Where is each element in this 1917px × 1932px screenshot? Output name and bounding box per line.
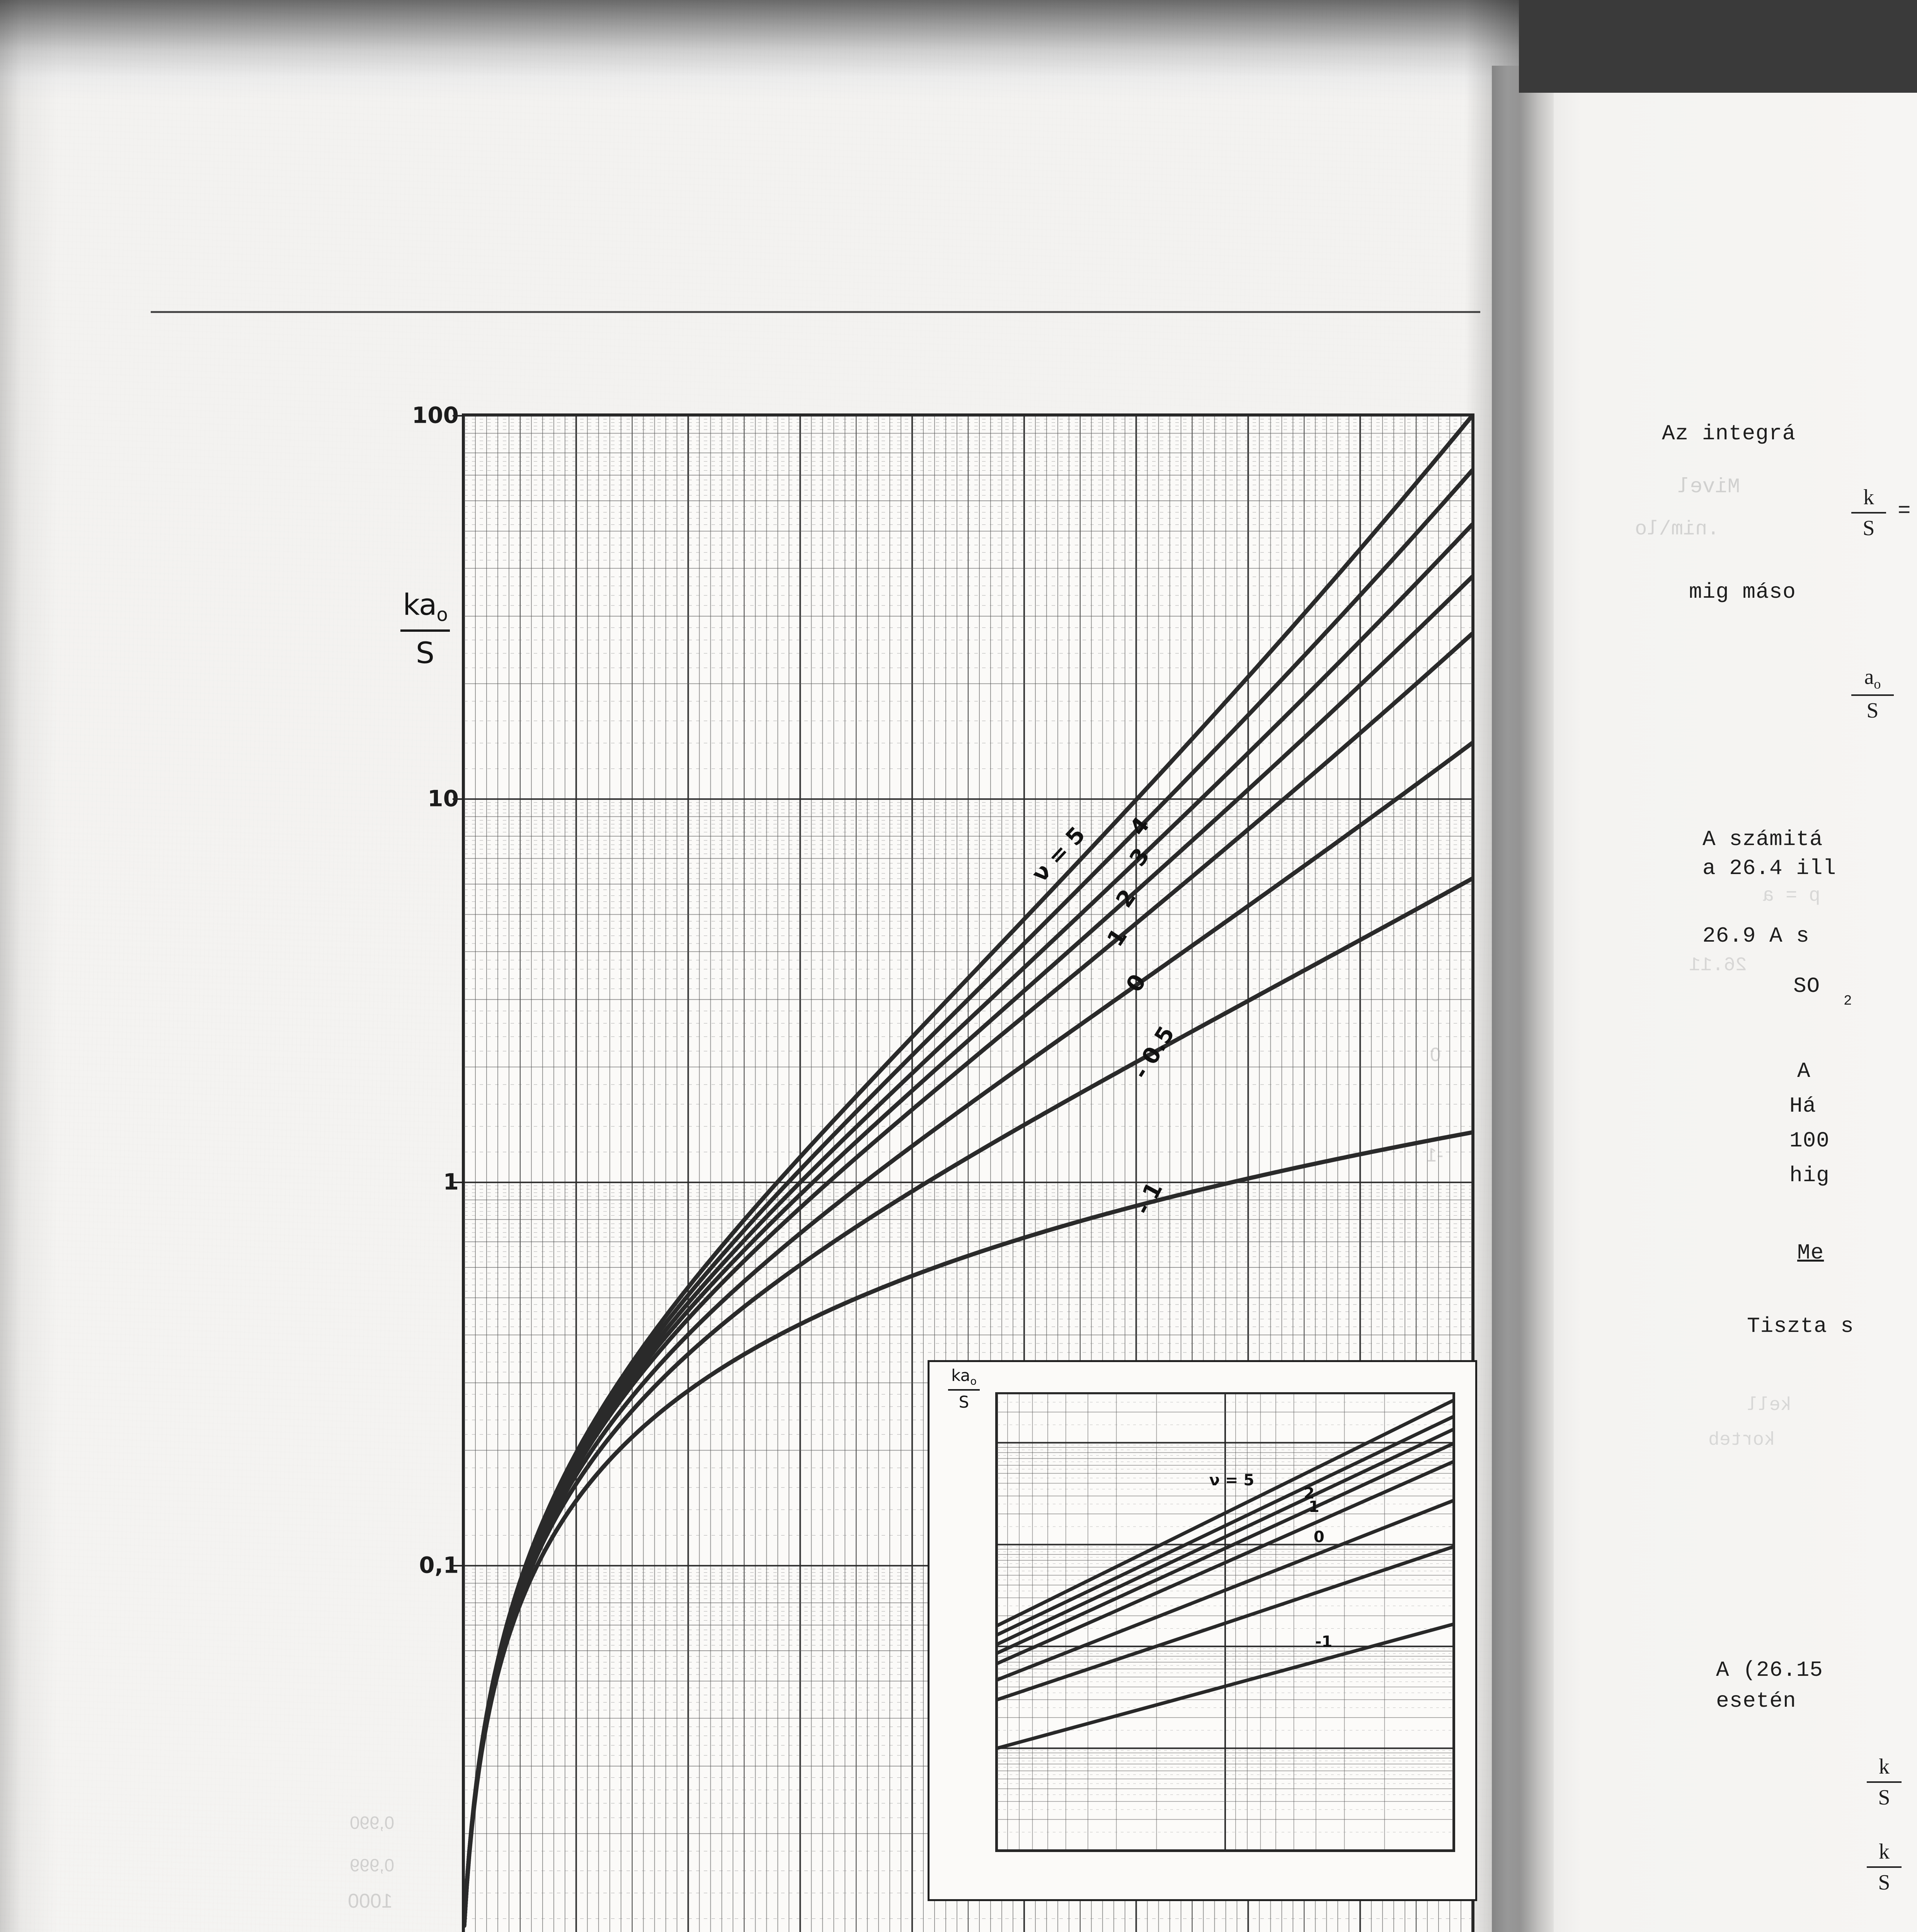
right-text-eseten: esetén <box>1716 1689 1796 1713</box>
inset-curve-label-nu-2: 2 <box>1304 1484 1315 1502</box>
right-text-az-integra: Az integrá <box>1662 421 1796 446</box>
right-page-sheet <box>1492 66 1917 1932</box>
book-gutter-shadow <box>1465 0 1554 1932</box>
inset-figure: kao S 10⁴10³10²1010,10,90,010,990,0010,9… <box>928 1360 1477 1901</box>
fraction-bar <box>1851 694 1894 696</box>
inset-y-axis-tick-label: 10 <box>995 1739 997 1757</box>
fraction-bar <box>1867 1781 1902 1783</box>
inset-curve-label-nu--1: -1 <box>1315 1633 1333 1651</box>
right-text-a-264-ill: a 26.4 ill <box>1702 856 1837 881</box>
y-axis-tick-label: 100 <box>412 402 459 429</box>
fraction-numerator: k <box>1863 485 1874 509</box>
fraction-numerator: k <box>1879 1755 1890 1779</box>
equals-sign-1: = <box>1898 498 1911 523</box>
y-axis-tick-mark <box>453 415 464 417</box>
right-text-100: 100 <box>1789 1128 1830 1153</box>
fraction-denominator: S <box>1878 1786 1890 1810</box>
right-text-a: A <box>1797 1059 1811 1083</box>
right-text-tiszta-s: Tiszta s <box>1747 1314 1854 1338</box>
right-text-me-heading: Me <box>1797 1240 1824 1265</box>
right-text-a-szamita: A számitá <box>1702 827 1823 852</box>
inset-curve-label-nu-5: ν = 5 <box>1209 1471 1255 1490</box>
scan-edge-top <box>1519 0 1917 93</box>
y-axis-tick-label: 0,1 <box>419 1552 459 1578</box>
page-header-rule <box>151 311 1480 313</box>
figure-26-5: kao S 1001010,10,0100,10,20,30,40,50,60,… <box>379 386 1484 1932</box>
right-text-mig-maso: mig máso <box>1689 580 1796 604</box>
inset-chart-svg <box>997 1394 1453 1850</box>
right-text-hig: hig <box>1789 1163 1830 1188</box>
inset-curve-label-nu-1: 1 <box>1308 1498 1319 1516</box>
inset-curve-label-nu-0: 0 <box>1313 1528 1325 1546</box>
fraction-denominator: S <box>1878 1871 1890 1895</box>
fraction-a0-over-s: ao S <box>1851 665 1894 723</box>
fraction-denominator: S <box>1866 699 1879 723</box>
inset-y-axis-label: kao S <box>935 1366 993 1412</box>
inset-y-axis-tick-label: 10³ <box>995 1535 997 1553</box>
right-text-269-a-s: 26.9 A s <box>1702 923 1810 948</box>
right-text-so2: SO <box>1793 974 1820 998</box>
right-text-ha: Há <box>1789 1094 1817 1118</box>
fraction-k-over-s-1: k S <box>1851 485 1886 541</box>
fraction-bar <box>1867 1866 1902 1868</box>
fraction-k-over-s-2: k S <box>1867 1754 1902 1810</box>
y-axis-label: kao S <box>390 587 460 670</box>
y-axis-tick-mark <box>453 1182 464 1183</box>
inset-y-axis-tick-label: 10² <box>995 1637 997 1655</box>
inset-y-axis-tick-label: 10⁴ <box>995 1433 997 1451</box>
y-axis-tick-mark <box>453 1565 464 1566</box>
so2-subscript: 2 <box>1844 993 1852 1009</box>
y-axis-tick-mark <box>453 798 464 800</box>
fraction-bar <box>1851 512 1886 514</box>
right-text-a-2615: A (26.15 <box>1716 1658 1823 1682</box>
fraction-k-over-s-3: k S <box>1867 1839 1902 1895</box>
fraction-numerator: ao <box>1864 665 1881 692</box>
fraction-denominator: S <box>1863 516 1875 540</box>
inset-y-axis-tick-label: 1 <box>995 1840 997 1852</box>
fraction-numerator: k <box>1879 1840 1890 1864</box>
